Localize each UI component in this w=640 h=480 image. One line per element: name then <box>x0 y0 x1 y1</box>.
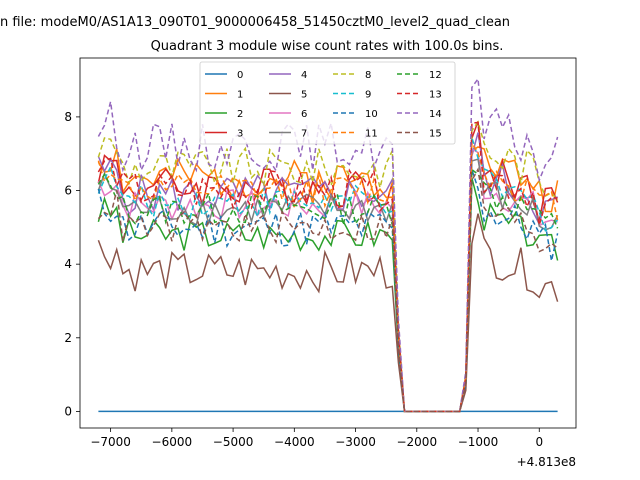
y-axis: 0 2 4 6 8 <box>64 110 80 418</box>
legend-label-0: 0 <box>237 70 243 81</box>
y-tick-label: 2 <box>64 331 72 345</box>
series-line-9 <box>97 137 559 413</box>
series-line-15 <box>97 167 559 413</box>
legend-label-14: 14 <box>429 109 442 120</box>
series-line-12 <box>97 168 559 413</box>
x-tick-label: −4000 <box>274 435 315 449</box>
figure-suptitle: n file: modeM0/AS1A13_090T01_9000006458_… <box>0 15 510 30</box>
legend-label-1: 1 <box>237 90 243 101</box>
series-line-10 <box>97 169 559 413</box>
legend-label-4: 4 <box>301 70 307 81</box>
legend-label-12: 12 <box>429 70 442 81</box>
plot-frame <box>79 57 577 429</box>
legend-label-5: 5 <box>301 90 307 101</box>
legend-label-10: 10 <box>365 109 378 120</box>
legend-label-8: 8 <box>365 70 371 81</box>
x-tick-label: −5000 <box>213 435 254 449</box>
y-tick-label: 0 <box>64 404 72 418</box>
x-tick-label: −6000 <box>152 435 193 449</box>
x-offset-label: +4.813e8 <box>517 455 576 469</box>
series-line-4 <box>97 132 558 413</box>
x-tick-label: −3000 <box>335 435 376 449</box>
x-axis: −7000 −6000 −5000 −4000 −3000 −2000 −1000 0 <box>90 428 543 449</box>
legend-label-9: 9 <box>365 90 371 101</box>
legend-label-6: 6 <box>301 109 307 120</box>
legend-label-2: 2 <box>237 109 243 120</box>
plot-lines <box>97 76 559 413</box>
y-tick-label: 8 <box>64 110 72 124</box>
x-tick-label: −1000 <box>458 435 499 449</box>
y-tick-label: 6 <box>64 184 72 198</box>
x-tick-label: −7000 <box>90 435 131 449</box>
legend-label-7: 7 <box>301 129 307 140</box>
series-line-5 <box>97 213 559 413</box>
chart-title: Quadrant 3 module wise count rates with … <box>151 39 504 54</box>
legend-label-3: 3 <box>237 129 243 140</box>
x-tick-label: −2000 <box>396 435 437 449</box>
legend-box <box>199 61 456 145</box>
legend-label-13: 13 <box>429 90 442 101</box>
x-tick-label: 0 <box>535 435 543 449</box>
legend-label-15: 15 <box>429 129 442 140</box>
y-tick-label: 4 <box>64 257 72 271</box>
legend-label-11: 11 <box>365 129 378 140</box>
